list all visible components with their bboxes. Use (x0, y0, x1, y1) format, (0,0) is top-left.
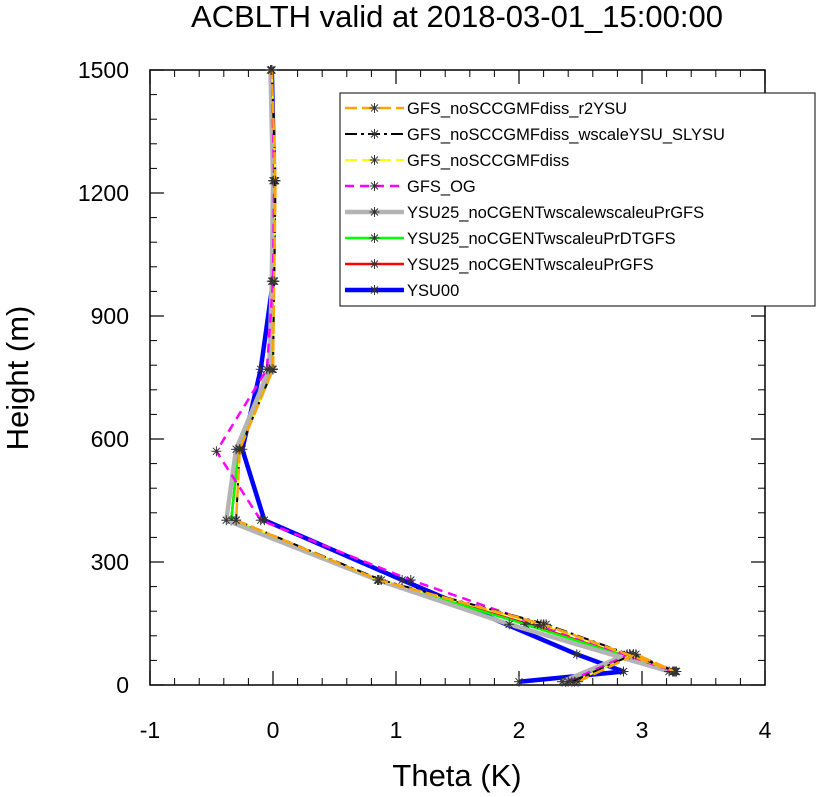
data-point (369, 129, 380, 139)
data-point (231, 515, 242, 526)
data-point (268, 364, 278, 375)
legend-box (339, 92, 816, 307)
data-point (369, 181, 380, 191)
data-point (255, 515, 266, 526)
legend-label: GFS_noSCCGMFdiss (407, 152, 569, 170)
data-point (571, 649, 582, 660)
plot-frame (149, 69, 766, 686)
data-point (573, 676, 583, 687)
data-point (234, 444, 245, 455)
data-point (397, 575, 408, 585)
legend-item: YSU25_noCGENTwscalewscaleuPrGFS (345, 204, 704, 222)
x-axis-title: Theta (K) (392, 758, 521, 793)
legend-label: GFS_noSCCGMFdiss_wscaleYSU_SLYSU (407, 126, 725, 144)
chart-title: ACBLTH valid at 2018-03-01_15:00:00 (191, 0, 723, 34)
legend: GFS_noSCCGMFdiss_r2YSU GFS_noSCCGMFdiss_w… (339, 92, 816, 307)
data-point (270, 175, 281, 186)
data-point (255, 364, 266, 375)
data-point (369, 207, 380, 217)
data-point (369, 103, 380, 113)
data-point (618, 666, 629, 677)
x-tick-label: 3 (636, 717, 649, 743)
data-point (369, 155, 380, 165)
data-point (266, 65, 277, 75)
legend-label: YSU25_noCGENTwscaleuPrGFS (407, 256, 654, 274)
data-point (373, 575, 384, 585)
legend-item: YSU00 (345, 282, 459, 300)
legend-item: YSU25_noCGENTwscaleuPrDTGFS (345, 230, 676, 248)
y-tick-label: 600 (91, 426, 129, 452)
y-tick-label: 300 (91, 549, 129, 575)
x-tick-label: 4 (759, 717, 772, 743)
data-point (369, 259, 380, 269)
data-point (369, 285, 380, 295)
y-tick-label: 1200 (78, 180, 129, 206)
y-tick-label: 900 (91, 303, 129, 329)
data-point (221, 515, 232, 526)
y-axis-title: Height (m) (0, 306, 35, 451)
data-point (269, 276, 280, 287)
x-tick-label: -1 (140, 717, 160, 743)
x-tick-label: 1 (390, 717, 403, 743)
legend-item: GFS_noSCCGMFdiss_r2YSU (345, 100, 627, 118)
legend-item: YSU25_noCGENTwscaleuPrGFS (345, 256, 654, 274)
legend-item: GFS_noSCCGMFdiss (345, 152, 569, 170)
data-point (369, 233, 380, 243)
legend-item: GFS_OG (345, 178, 476, 196)
y-tick-label: 1500 (78, 57, 129, 83)
x-tick-label: 2 (513, 717, 526, 743)
data-point (514, 676, 524, 687)
legend-label: YSU25_noCGENTwscaleuPrDTGFS (407, 230, 676, 248)
legend-label: GFS_noSCCGMFdiss_r2YSU (407, 100, 627, 118)
legend-label: GFS_OG (407, 178, 476, 196)
y-tick-label: 0 (116, 672, 129, 698)
x-tick-label: 0 (267, 717, 280, 743)
data-point (405, 575, 416, 585)
data-point (504, 619, 515, 630)
series-layer (211, 65, 682, 687)
legend-label: YSU25_noCGENTwscalewscaleuPrGFS (407, 204, 704, 222)
legend-item: GFS_noSCCGMFdiss_wscaleYSU_SLYSU (345, 126, 725, 144)
legend-label: YSU00 (407, 282, 459, 300)
data-point (538, 619, 549, 630)
data-point (670, 666, 681, 677)
data-point (211, 446, 222, 457)
series-1 (231, 65, 681, 687)
data-point (630, 649, 641, 660)
